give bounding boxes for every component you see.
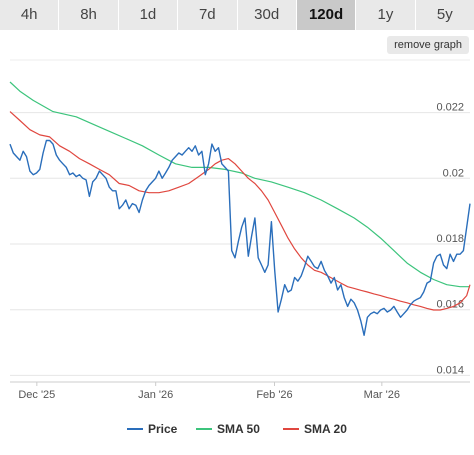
tab-120d[interactable]: 120d bbox=[296, 0, 357, 30]
tab-4h[interactable]: 4h bbox=[0, 0, 60, 30]
series-line-sma-20 bbox=[9, 111, 471, 311]
y-tick-label: 0.016 bbox=[436, 299, 464, 311]
legend-label: Price bbox=[148, 422, 178, 436]
remove-graph-button[interactable]: remove graph bbox=[387, 36, 469, 54]
price-chart: 0.022 0.02 0.018 0.016 0.014 Dec '25 Jan '26 Fe… bbox=[9, 59, 471, 436]
legend-label: SMA 50 bbox=[217, 422, 260, 436]
y-tick-label: 0.02 bbox=[443, 167, 464, 179]
x-tick-label: Feb '26 bbox=[256, 389, 292, 401]
y-tick-label: 0.022 bbox=[436, 102, 464, 114]
tab-8h[interactable]: 8h bbox=[59, 0, 119, 30]
legend-label: SMA 20 bbox=[304, 422, 347, 436]
series-line-price bbox=[9, 139, 471, 336]
tab-30d[interactable]: 30d bbox=[237, 0, 297, 30]
x-tick-label: Dec '25 bbox=[18, 389, 55, 401]
tab-1y[interactable]: 1y bbox=[356, 0, 416, 30]
y-tick-label: 0.014 bbox=[436, 364, 464, 376]
tab-7d[interactable]: 7d bbox=[178, 0, 238, 30]
series-line-sma-50 bbox=[9, 81, 470, 288]
x-tick-label: Jan '26 bbox=[138, 389, 173, 401]
y-tick-label: 0.018 bbox=[436, 233, 464, 245]
tab-5y[interactable]: 5y bbox=[415, 0, 474, 30]
x-tick-label: Mar '26 bbox=[364, 389, 400, 401]
tab-1d[interactable]: 1d bbox=[118, 0, 179, 30]
timeframe-tabs: 4h 8h 1d 7d 30d 120d 1y 5y bbox=[0, 0, 474, 30]
